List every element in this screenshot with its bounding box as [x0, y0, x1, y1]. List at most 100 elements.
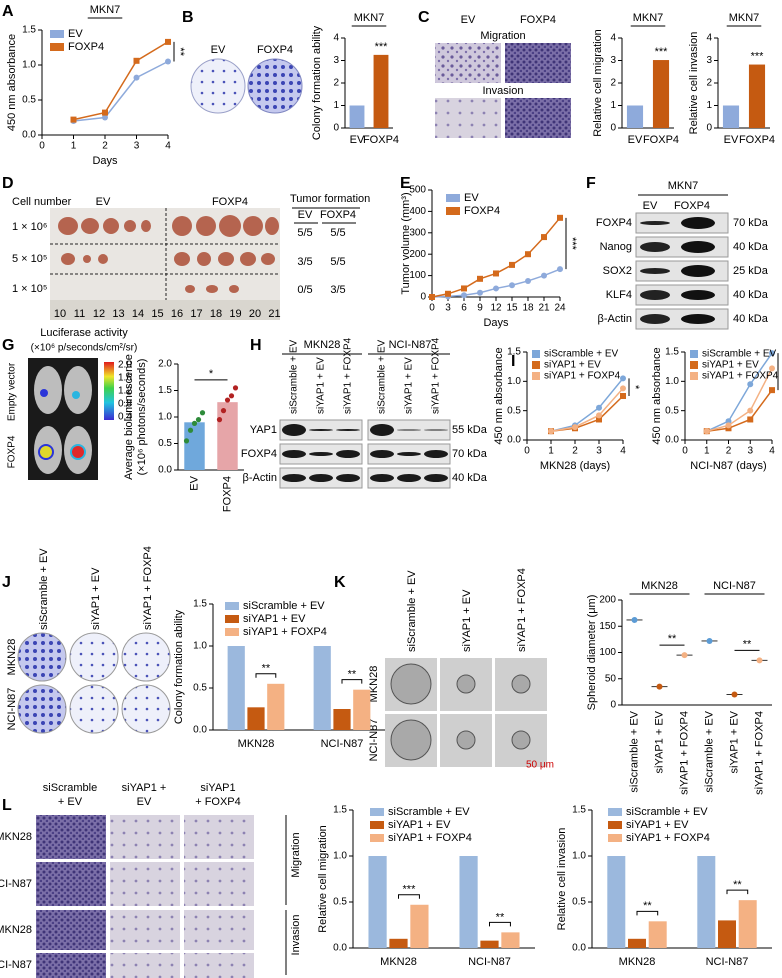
marker [461, 292, 467, 299]
y-tick-label: 0 [333, 123, 339, 134]
spheroid [511, 674, 531, 694]
cell-line: NCI-N87 [389, 339, 432, 351]
bar [267, 683, 285, 730]
ruler-label: 19 [229, 308, 241, 320]
y-axis-label: Relative cell migration [317, 825, 329, 933]
marker [596, 404, 602, 411]
y-tick-label: 4 [333, 33, 339, 44]
ruler-label: 15 [151, 308, 163, 320]
annotation: * [778, 370, 782, 375]
legend-swatch [532, 372, 540, 380]
legend-label: siScramble + EV [702, 349, 777, 360]
band [640, 221, 670, 225]
x-tick-label: 6 [461, 303, 467, 314]
y-tick-label: 0 [610, 123, 616, 134]
x-tick-label: 0 [682, 446, 688, 457]
x-tick-label: NCI-N87 [321, 738, 364, 750]
legend-label: EV [464, 192, 479, 204]
legend-swatch [446, 207, 460, 215]
y-axis-label: Colony formation ability [311, 25, 323, 140]
y-tick-label: 1.0 [507, 376, 521, 387]
y-tick-label: 0 [420, 292, 426, 303]
bracket [398, 894, 420, 899]
line [706, 352, 773, 432]
table-header: Cell number [12, 196, 72, 208]
ruler-label: 14 [132, 308, 144, 320]
colorbar-label: 0.4 [118, 412, 132, 423]
colorbar-label: 0.8 [118, 399, 132, 410]
bracket [489, 921, 511, 927]
x-tick-label: FOXP4 [739, 134, 775, 146]
column-label: siScramble [43, 782, 97, 794]
dot [731, 691, 738, 698]
x-tick-label: 3 [134, 141, 140, 152]
lane-label: FOXP4 [674, 200, 710, 212]
x-tick-label: EV [724, 134, 739, 146]
spheroid [511, 730, 531, 750]
spheroid [456, 674, 476, 694]
ruler-label: 10 [54, 308, 66, 320]
annotation: *** [375, 41, 389, 53]
panel-letter: J [2, 574, 11, 591]
chart-title: MKN7 [633, 12, 664, 24]
tumor-count: 0/5 [297, 284, 312, 296]
blot-title: MKN7 [668, 180, 699, 192]
line [550, 377, 624, 432]
legend-swatch [608, 808, 622, 816]
legend-label: siYAP1 + EV [544, 360, 601, 371]
y-axis-label: Relative cell invasion [688, 32, 700, 135]
legend-swatch [690, 372, 698, 380]
y-axis-label: Relative cell invasion [556, 828, 568, 931]
colony-plate [247, 58, 303, 114]
legend-label: EV [68, 28, 83, 40]
bar [648, 921, 667, 948]
y-tick-label: 1.5 [333, 805, 347, 816]
annotation: ** [174, 47, 186, 56]
legend-label: siYAP1 + EV [702, 360, 759, 371]
marker [620, 385, 626, 392]
band [640, 290, 670, 300]
transwell-image [36, 910, 106, 950]
y-tick-label: 1 [610, 100, 616, 111]
marker [596, 412, 602, 419]
bar [748, 64, 766, 128]
row-label: MKN28 [6, 639, 18, 676]
x-tick-label: 2 [102, 141, 108, 152]
bracket [341, 679, 363, 684]
tumor-column: FOXP4 [320, 209, 356, 221]
bar [501, 932, 520, 948]
y-tick-label: 400 [409, 206, 426, 217]
y-tick-label: 1.0 [333, 851, 347, 862]
y-tick-label: 1 [706, 100, 712, 111]
marker [133, 57, 140, 64]
legend-label: siYAP1 + EV [388, 819, 451, 831]
tumor-count: 3/5 [330, 284, 345, 296]
band [640, 242, 670, 252]
y-tick-label: 1.5 [665, 347, 679, 358]
x-tick-label: FOXP4 [363, 134, 399, 146]
y-tick-label: 1.5 [22, 25, 36, 36]
y-tick-label: 3 [706, 55, 712, 66]
legend-swatch [225, 615, 239, 623]
band [424, 429, 448, 431]
chart: 0.0 0.5 1.0 1.5 Relative cell invasion MKN28 *… [556, 805, 772, 968]
colorbar-labels: 2.0 1.6 1.2 0.8 0.4 [118, 360, 132, 423]
band [282, 424, 306, 436]
legend-swatch [608, 821, 622, 829]
chart-title: MKN7 [729, 12, 760, 24]
x-tick-label: siYAP1 + EV [728, 710, 740, 773]
x-tick-label: 2 [572, 446, 578, 457]
size-label: 40 kDa [733, 313, 769, 325]
transwell-image [110, 953, 180, 978]
migration-image [505, 43, 571, 83]
y-tick-label: 1 [333, 100, 339, 111]
band [336, 429, 360, 431]
y-tick-label: 0.0 [333, 943, 347, 954]
marker [525, 277, 531, 284]
row-label: MKN28 [0, 831, 32, 843]
y-tick-label: 3 [333, 55, 339, 66]
row-label: Empty vector [7, 362, 18, 421]
bar [368, 856, 387, 948]
colorbar-label: 2.0 [118, 360, 132, 371]
